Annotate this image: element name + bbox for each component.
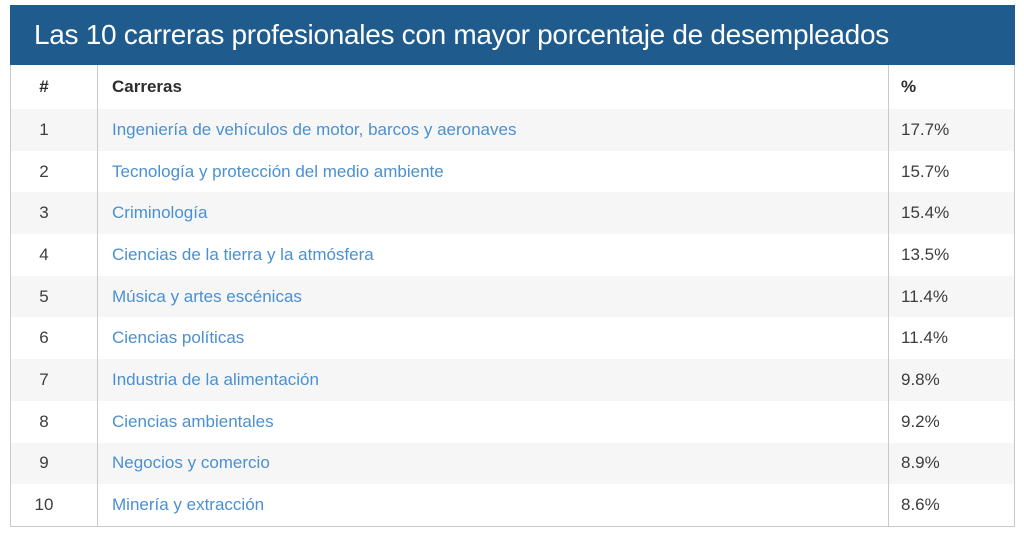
percent-cell: 11.4% <box>901 328 948 348</box>
percent-cell: 9.2% <box>901 411 940 431</box>
career-cell: Ciencias ambientales <box>97 400 889 443</box>
percent-cell: 11.4% <box>901 286 948 306</box>
column-header-percent: % <box>901 77 917 96</box>
table-row: 6 Ciencias políticas 11.4% <box>11 317 1014 360</box>
table-row: 4 Ciencias de la tierra y la atmósfera 1… <box>11 234 1014 276</box>
career-cell: Minería y extracción <box>97 484 889 526</box>
percent-cell: 15.4% <box>901 203 950 223</box>
table-row: 1 Ingeniería de vehículos de motor, barc… <box>11 109 1014 151</box>
career-cell: Ciencias de la tierra y la atmósfera <box>97 234 889 276</box>
rank-cell: 5 <box>39 286 49 306</box>
table-row: 8 Ciencias ambientales 9.2% <box>11 400 1014 443</box>
rank-cell: 8 <box>39 411 49 431</box>
infographic-container: Las 10 carreras profesionales con mayor … <box>10 5 1015 527</box>
percent-cell: 13.5% <box>901 244 950 264</box>
rank-cell: 6 <box>39 328 49 348</box>
table-row: 10 Minería y extracción 8.6% <box>11 484 1014 526</box>
rank-cell: 9 <box>39 453 49 473</box>
percent-cell: 17.7% <box>901 119 950 139</box>
title-bar: Las 10 carreras profesionales con mayor … <box>10 5 1015 65</box>
table-row: 7 Industria de la alimentación 9.8% <box>11 359 1014 401</box>
career-cell: Criminología <box>97 192 889 235</box>
page-title: Las 10 carreras profesionales con mayor … <box>34 19 889 50</box>
career-cell: Tecnología y protección del medio ambien… <box>97 150 889 193</box>
career-cell: Negocios y comercio <box>97 442 889 485</box>
career-cell: Ingeniería de vehículos de motor, barcos… <box>97 109 889 151</box>
career-cell: Música y artes escénicas <box>97 275 889 318</box>
rank-cell: 4 <box>39 244 49 264</box>
percent-cell: 15.7% <box>901 161 950 181</box>
percent-cell: 8.6% <box>901 495 940 515</box>
table-row: 2 Tecnología y protección del medio ambi… <box>11 150 1014 193</box>
percent-cell: 8.9% <box>901 453 940 473</box>
career-cell: Ciencias políticas <box>97 317 889 360</box>
career-cell: Industria de la alimentación <box>97 359 889 401</box>
rank-cell: 1 <box>39 119 49 139</box>
column-header-rank: # <box>39 77 49 96</box>
percent-cell: 9.8% <box>901 369 940 389</box>
unemployment-table: # Carreras % 1 Ingeniería de vehículos d… <box>10 65 1015 527</box>
rank-cell: 2 <box>39 161 49 181</box>
table-row: 3 Criminología 15.4% <box>11 192 1014 235</box>
table-row: 5 Música y artes escénicas 11.4% <box>11 275 1014 318</box>
column-header-career: Carreras <box>97 65 889 109</box>
rank-cell: 10 <box>34 495 54 515</box>
rank-cell: 3 <box>39 203 49 223</box>
table-row: 9 Negocios y comercio 8.9% <box>11 442 1014 485</box>
rank-cell: 7 <box>39 369 49 389</box>
table-header-row: # Carreras % <box>11 65 1014 109</box>
